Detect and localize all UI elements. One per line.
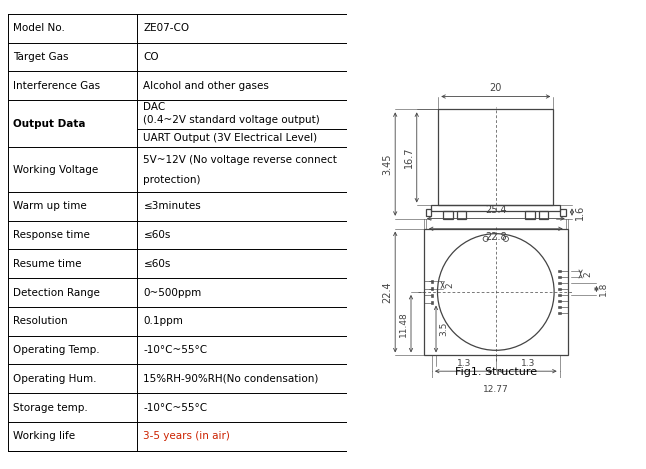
Text: Detection Range: Detection Range	[13, 287, 99, 298]
Text: UART Output (3V Electrical Level): UART Output (3V Electrical Level)	[143, 133, 318, 143]
Text: Fig1. Structure: Fig1. Structure	[455, 367, 537, 377]
Bar	[558, 276, 561, 279]
Bar	[430, 280, 433, 283]
Text: CO: CO	[143, 52, 159, 62]
Bar	[561, 210, 566, 216]
Bar	[539, 211, 548, 219]
Text: 25.4: 25.4	[485, 205, 506, 215]
Text: 1.3: 1.3	[457, 359, 471, 368]
Text: 5V~12V (No voltage reverse connect: 5V~12V (No voltage reverse connect	[143, 155, 337, 165]
Bar	[558, 270, 561, 272]
Bar	[430, 301, 433, 304]
Text: ≤60s: ≤60s	[143, 230, 171, 240]
Bar	[430, 287, 433, 290]
Text: 12.77: 12.77	[483, 385, 508, 394]
Text: 3.5: 3.5	[439, 322, 448, 336]
Text: 16.7: 16.7	[404, 147, 414, 168]
Text: Storage temp.: Storage temp.	[13, 402, 88, 413]
Text: 0~500ppm: 0~500ppm	[143, 287, 202, 298]
Text: 0.1ppm: 0.1ppm	[143, 316, 183, 326]
Bar	[426, 210, 431, 216]
Bar	[439, 109, 553, 205]
Bar	[525, 211, 535, 219]
Bar	[558, 281, 561, 284]
Bar	[558, 294, 561, 296]
Text: Interference Gas: Interference Gas	[13, 81, 100, 91]
Text: 15%RH-90%RH(No condensation): 15%RH-90%RH(No condensation)	[143, 374, 318, 384]
Text: Operating Hum.: Operating Hum.	[13, 374, 96, 384]
Bar	[457, 211, 466, 219]
Bar	[424, 228, 568, 356]
Text: ≤60s: ≤60s	[143, 259, 171, 269]
Text: 3.45: 3.45	[382, 153, 392, 175]
Text: Response time: Response time	[13, 230, 90, 240]
Text: 1.6: 1.6	[575, 204, 585, 219]
Text: -10°C~55°C: -10°C~55°C	[143, 402, 207, 413]
Text: Warm up time: Warm up time	[13, 201, 87, 212]
Text: Working Voltage: Working Voltage	[13, 165, 98, 175]
Bar	[430, 294, 433, 297]
Text: 3-5 years (in air): 3-5 years (in air)	[143, 431, 230, 441]
Text: ≤3minutes: ≤3minutes	[143, 201, 201, 212]
Text: Working life: Working life	[13, 431, 75, 441]
Bar	[444, 211, 453, 219]
Bar	[558, 300, 561, 303]
Text: DAC: DAC	[143, 102, 165, 112]
Text: Resolution: Resolution	[13, 316, 67, 326]
Bar	[431, 205, 561, 211]
Bar	[558, 287, 561, 290]
Text: Resume time: Resume time	[13, 259, 81, 269]
Text: 1.3: 1.3	[521, 359, 535, 368]
Text: Alcohol and other gases: Alcohol and other gases	[143, 81, 269, 91]
Text: 22.8: 22.8	[485, 232, 506, 242]
Text: ZE07-CO: ZE07-CO	[143, 23, 189, 33]
Text: 1.8: 1.8	[599, 282, 609, 296]
Text: 2: 2	[583, 271, 592, 277]
Text: Target Gas: Target Gas	[13, 52, 68, 62]
Text: 20: 20	[490, 83, 502, 93]
Text: Output Data: Output Data	[13, 119, 85, 129]
Text: (0.4~2V standard voltage output): (0.4~2V standard voltage output)	[143, 115, 320, 125]
Text: -10°C~55°C: -10°C~55°C	[143, 345, 207, 355]
Text: 11.48: 11.48	[399, 311, 408, 337]
Text: 22.4: 22.4	[382, 281, 392, 303]
Bar	[558, 311, 561, 314]
Text: 2: 2	[446, 282, 455, 288]
Text: protection): protection)	[143, 174, 201, 185]
Text: Model No.: Model No.	[13, 23, 65, 33]
Text: Operating Temp.: Operating Temp.	[13, 345, 99, 355]
Bar	[558, 305, 561, 309]
